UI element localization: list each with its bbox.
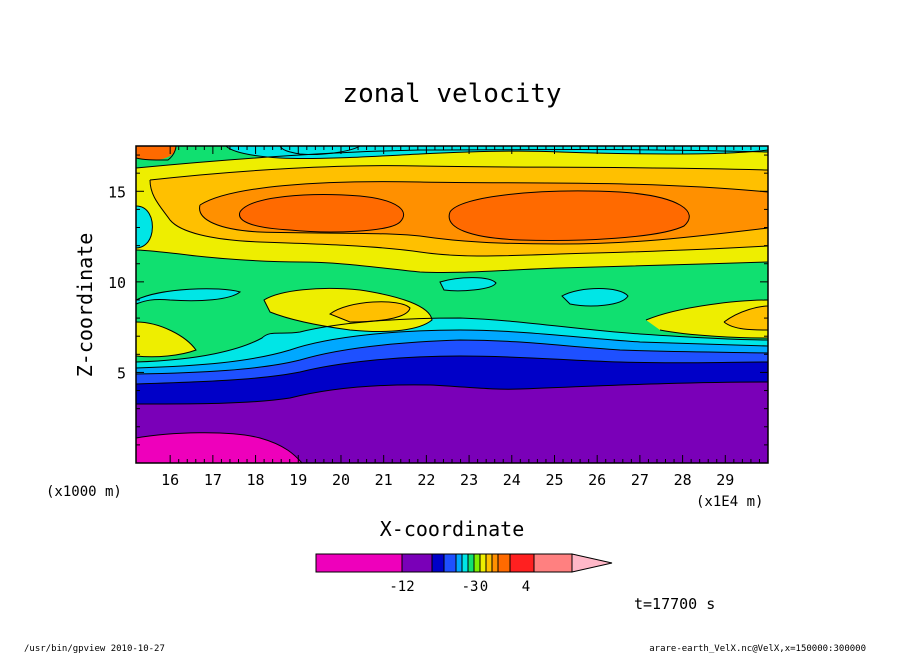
y-unit-label: (x1000 m) (46, 484, 122, 500)
patch-yellow-3 (646, 300, 768, 338)
patch-topleft (136, 146, 176, 160)
x-axis-label: X-coordinate (380, 517, 525, 541)
x-tick-label: 19 (289, 471, 307, 489)
patch-lightorange-1 (330, 301, 410, 322)
colorbar: -12 -3 0 4 (315, 553, 613, 595)
band-purple (136, 382, 768, 463)
patch-left-cyan (136, 206, 153, 248)
colorbar-label: -12 (389, 579, 414, 595)
footer-right: arare-earth_VelX.nc@VelX,x=150000:300000 (649, 644, 866, 654)
x-tick-label: 27 (631, 471, 649, 489)
contour-plot (136, 146, 768, 463)
patch-lightorange-2 (724, 306, 768, 330)
colorbar-swatch (467, 553, 475, 573)
y-tick-label: 15 (108, 183, 126, 201)
colorbar-swatch (401, 553, 433, 573)
colorbar-swatch (431, 553, 445, 573)
colorbar-swatch (497, 553, 511, 573)
x-axis-ticks: 16 17 18 19 20 21 22 23 24 25 26 27 28 29 (161, 146, 760, 489)
colorbar-swatch (461, 553, 469, 573)
colorbar-swatch (443, 553, 457, 573)
x-tick-label: 22 (417, 471, 435, 489)
colorbar-label: 4 (522, 579, 530, 595)
x-tick-label: 26 (588, 471, 606, 489)
band-darkblue (136, 356, 768, 404)
x-tick-label: 28 (674, 471, 692, 489)
x-tick-label: 25 (545, 471, 563, 489)
footer-left: /usr/bin/gpview 2010-10-27 (24, 644, 165, 654)
y-tick-label: 5 (117, 364, 126, 382)
patch-darkorange-1 (239, 194, 404, 232)
colorbar-swatch (533, 553, 573, 573)
y-tick-label: 10 (108, 274, 126, 292)
chart-title: zonal velocity (342, 79, 561, 109)
y-axis-ticks: 5 10 15 (108, 154, 768, 446)
band-cyan (136, 318, 768, 368)
x-tick-label: 23 (460, 471, 478, 489)
patch-cyan-2 (440, 277, 496, 291)
patch-darkorange-2 (449, 190, 690, 241)
patch-yellow-2 (136, 322, 196, 357)
contour-lines (136, 146, 768, 463)
x-unit-label: (x1E4 m) (696, 494, 763, 510)
x-tick-label: 20 (332, 471, 350, 489)
band-lightblue (136, 330, 768, 374)
colorbar-label: -3 (462, 579, 479, 595)
x-tick-label: 17 (204, 471, 222, 489)
colorbar-swatch (491, 553, 499, 573)
colorbar-swatch (315, 553, 403, 573)
x-tick-label: 21 (375, 471, 393, 489)
colorbar-swatch (509, 553, 535, 573)
x-tick-label: 16 (161, 471, 179, 489)
x-tick-label: 29 (716, 471, 734, 489)
colorbar-swatch (479, 553, 487, 573)
patch-cyan-3 (562, 288, 628, 306)
x-tick-label: 24 (503, 471, 521, 489)
colorbar-label: 0 (480, 579, 488, 595)
colorbar-swatch (455, 553, 463, 573)
time-label: t=17700 s (634, 595, 715, 613)
colorbar-swatch (473, 553, 481, 573)
colorbar-swatch (485, 553, 493, 573)
patch-top-cyan (226, 146, 768, 159)
colorbar-arrow (571, 553, 613, 573)
band-magenta (136, 432, 302, 463)
x-tick-label: 18 (247, 471, 265, 489)
y-axis-label: Z-coordinate (73, 233, 97, 378)
